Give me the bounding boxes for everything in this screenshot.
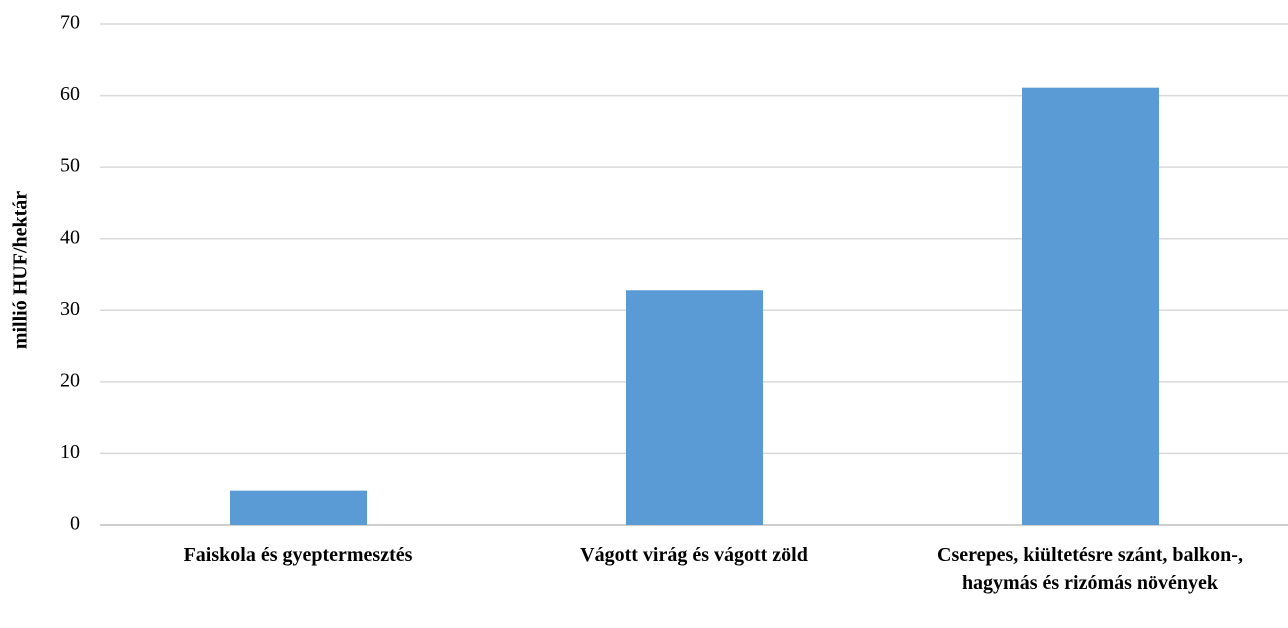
y-tick-label: 60 xyxy=(60,83,80,105)
y-tick-label: 20 xyxy=(60,369,80,391)
bar xyxy=(230,490,367,525)
x-tick-label: Faiskola és gyeptermesztés xyxy=(183,544,413,566)
y-tick-label: 10 xyxy=(60,441,80,463)
bar xyxy=(1022,87,1159,525)
y-tick-label: 40 xyxy=(60,226,80,248)
bar xyxy=(626,290,763,525)
y-tick-label: 30 xyxy=(60,298,80,320)
x-tick-label: Vágott virág és vágott zöld xyxy=(580,544,808,566)
x-tick-label: Cserepes, kiültetésre szánt, balkon-, ha… xyxy=(937,544,1243,594)
y-tick-label: 70 xyxy=(60,12,80,34)
y-tick-label: 0 xyxy=(70,513,80,535)
y-axis-label: millió HUF/hektár xyxy=(10,191,32,349)
y-tick-label: 50 xyxy=(60,155,80,177)
